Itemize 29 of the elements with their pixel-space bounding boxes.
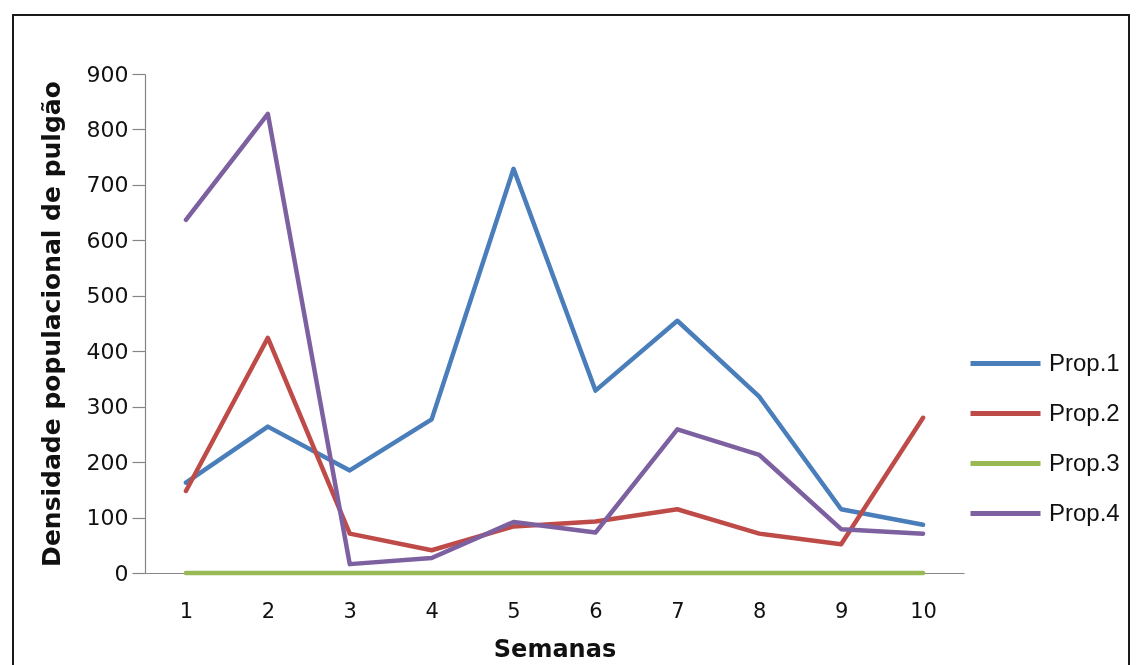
y-tick-label: 300 [86,394,129,420]
legend-label: Prop.1 [1049,348,1120,376]
x-tick-label: 3 [343,598,357,623]
line-series [183,335,926,553]
x-tick-label: 9 [834,598,849,623]
y-tick-label: 500 [86,283,129,309]
line-series [183,111,926,567]
y-tick-label: 400 [86,338,129,364]
x-tick-label: 10 [910,598,937,623]
y-tick-label: 0 [114,560,129,586]
x-tick-label: 2 [261,598,276,623]
x-tick-label: 6 [589,598,603,623]
y-tick-label: 900 [86,61,129,87]
y-axis-title: Densidade populacional de pulgão [36,81,66,567]
line-series [183,166,926,528]
y-tick-label: 600 [86,227,129,253]
legend-label: Prop.2 [1049,398,1120,426]
x-tick-label: 1 [179,598,194,623]
x-tick-label: 5 [507,598,521,623]
y-tick-label: 200 [86,449,129,475]
x-tick-label: 7 [671,598,685,623]
legend-label: Prop.3 [1049,448,1120,476]
y-tick-label: 700 [86,172,129,198]
x-axis-title: Semanas [493,634,617,663]
y-tick-label: 800 [86,116,129,142]
legend-label: Prop.4 [1049,498,1120,526]
y-tick-label: 100 [86,505,129,531]
x-tick-label: 4 [425,598,439,623]
x-tick-label: 8 [753,598,767,623]
